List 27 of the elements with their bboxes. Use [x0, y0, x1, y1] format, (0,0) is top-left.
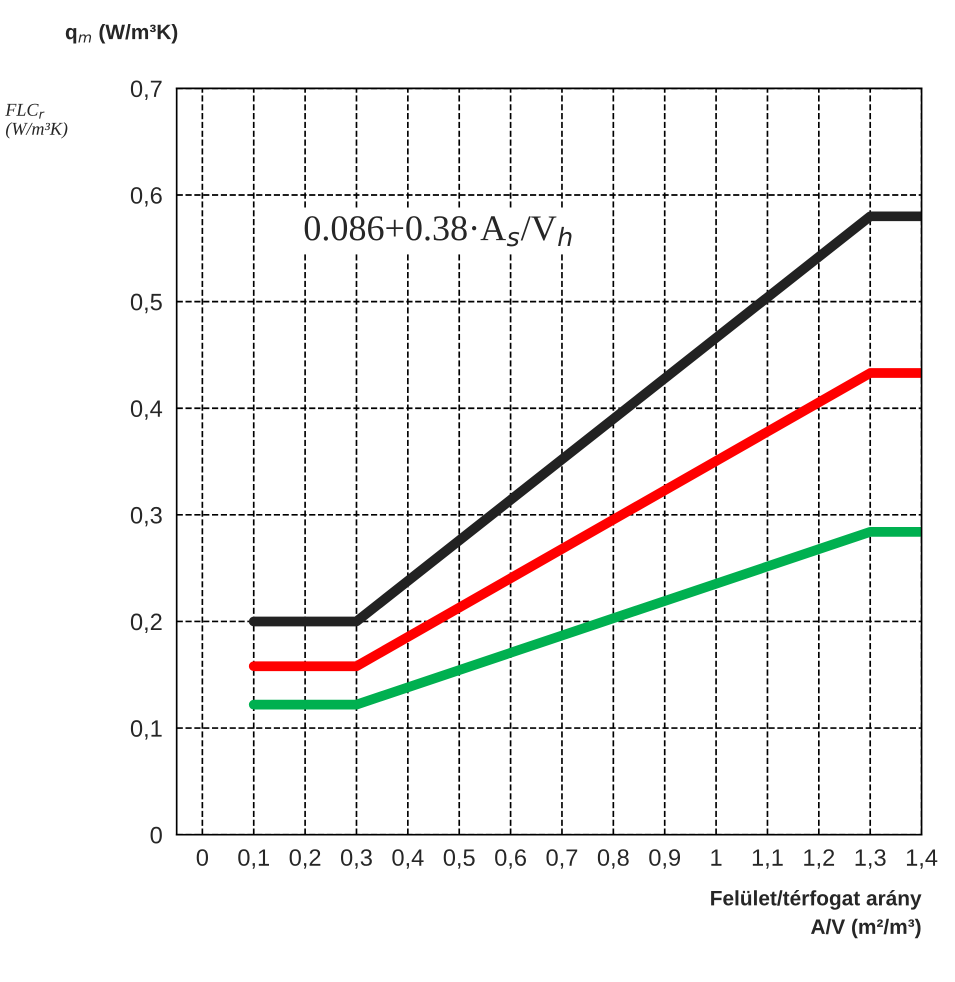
x-tick-label: 0,6 [495, 849, 526, 869]
x-tick-label: 0,4 [392, 849, 424, 869]
y-tick-label: 0,6 [130, 187, 162, 207]
y-axis-title: q$_{m}$ (W/m³K) [66, 24, 178, 44]
x-tick-label: 0,9 [649, 849, 680, 869]
y-tick-label: 0,4 [130, 400, 162, 420]
x-tick-label: 0,8 [598, 849, 629, 869]
x-tick-label: 0,1 [238, 849, 269, 869]
x-tick-label: 1,1 [752, 849, 783, 869]
y-tick-label: 0,2 [130, 614, 162, 634]
y-tick-label: 0,5 [130, 294, 162, 314]
x-tick-label: 0,7 [546, 849, 578, 869]
y-tick-label: 0,1 [130, 720, 162, 740]
x-tick-label: 0,3 [340, 849, 372, 869]
text: FLC$_{r}$ (W/m³K) [5, 104, 68, 139]
x-tick-label: 0 [196, 849, 208, 866]
y-tick-label: 0 [150, 826, 162, 844]
x-tick-label: 1,4 [906, 849, 938, 869]
y-tick-label: 0,3 [130, 506, 162, 526]
x-tick-label: 1,2 [804, 849, 834, 869]
x-tick-label: 1,3 [856, 849, 886, 869]
y-tick-label: 0,7 [130, 80, 162, 100]
annotation: 0.086+0.38·A$_{s}$/V$_{h}$ [304, 216, 572, 246]
x-tick-label: 0,2 [290, 849, 320, 869]
x-tick-label: 0,5 [444, 849, 475, 869]
x-tick-label: 1 [711, 849, 722, 866]
x-axis-title: Felület/térfogat arány A/V (m²/m³) [711, 890, 922, 938]
